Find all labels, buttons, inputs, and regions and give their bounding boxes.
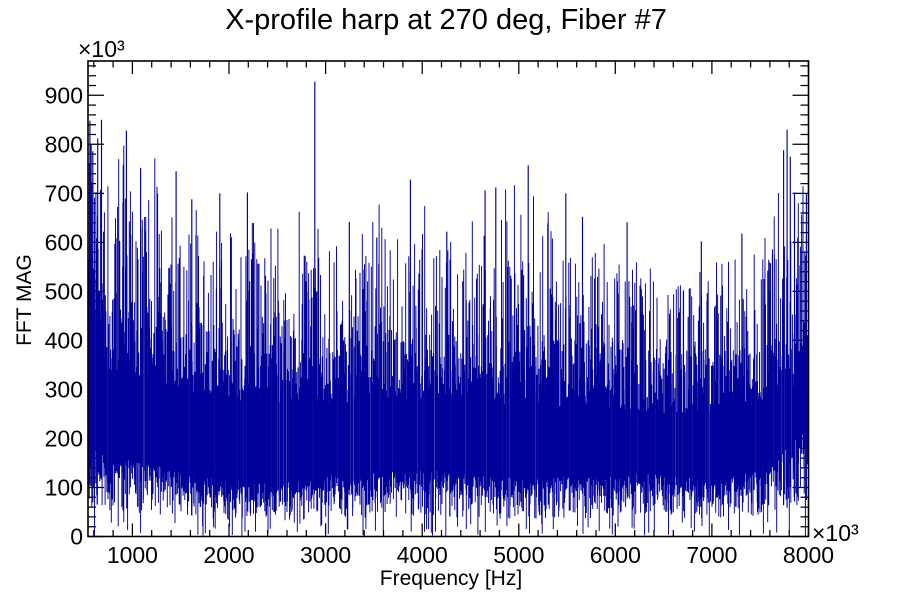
x-tick-label: 5000 <box>493 542 544 568</box>
x-tick-label: 7000 <box>686 542 737 568</box>
y-tick-label: 800 <box>45 131 83 157</box>
x-minor-ticks <box>93 61 790 537</box>
x-tick-label: 4000 <box>397 542 448 568</box>
x-tick-label: 1000 <box>107 542 158 568</box>
x-tick-label: 6000 <box>590 542 641 568</box>
y-tick-label: 600 <box>45 229 83 255</box>
plot-frame <box>87 60 810 538</box>
plot-area: 1000 2000 3000 4000 5000 6000 7000 8000 0 100 200 3… <box>45 60 834 568</box>
y-tick-label: 400 <box>45 327 83 353</box>
y-tick-label: 900 <box>45 82 83 108</box>
y-tick-label: 100 <box>45 475 83 501</box>
x-tick-label: 3000 <box>300 542 351 568</box>
y-tick-label: 300 <box>45 376 83 402</box>
y-tick-label: 500 <box>45 278 83 304</box>
x-tick-label: 2000 <box>203 542 254 568</box>
x-tick-label: 8000 <box>783 542 834 568</box>
chart-title: X-profile harp at 270 deg, Fiber #7 <box>225 4 667 36</box>
y-tick-label: 0 <box>70 524 83 550</box>
y-axis-title: FFT MAG <box>13 254 36 346</box>
x-axis-title: Frequency [Hz] <box>380 567 522 590</box>
peak-lines <box>89 81 807 511</box>
y-tick-label: 200 <box>45 426 83 452</box>
noise-spectrum-lines <box>87 145 809 537</box>
x-axis-multiplier: ×10³ <box>812 520 859 546</box>
y-tick-label: 700 <box>45 180 83 206</box>
y-axis-multiplier: ×10³ <box>78 36 125 62</box>
